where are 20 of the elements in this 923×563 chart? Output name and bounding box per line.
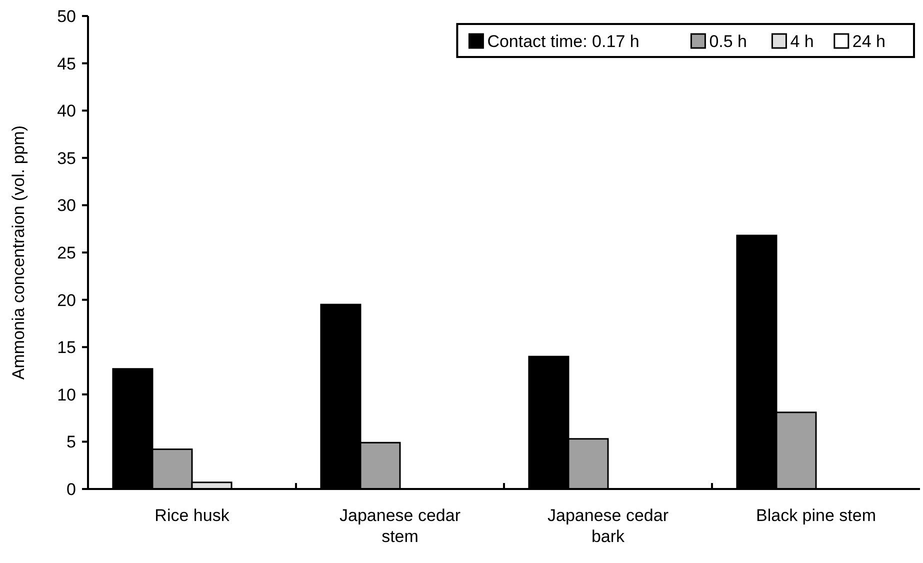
legend-label: 0.5 h: [709, 32, 748, 51]
y-axis-title: Ammonia concentraion (vol. ppm): [9, 125, 28, 380]
y-tick-label: 30: [57, 196, 76, 216]
legend-label: Contact time: 0.17 h: [487, 32, 640, 51]
x-tick-label: Japanese cedar bark: [548, 506, 669, 546]
x-tick-label: Japanese cedar stem: [340, 506, 461, 546]
x-tick-label: Rice husk: [154, 506, 230, 525]
y-tick-label: 45: [57, 54, 76, 74]
y-tick-label: 10: [57, 385, 76, 404]
y-tick-label: 0: [66, 480, 76, 499]
legend-label: 24 h: [852, 32, 886, 51]
y-tick-label: 15: [57, 338, 76, 358]
legend-label: 4 h: [790, 32, 814, 51]
y-tick-label: 40: [57, 102, 76, 121]
x-tick-label: Black pine stem: [756, 506, 876, 525]
y-tick-label: 5: [66, 432, 76, 452]
y-tick-label: 35: [57, 148, 76, 168]
y-tick-label: 50: [57, 6, 76, 26]
y-tick-label: 20: [57, 290, 76, 310]
y-tick-label: 25: [57, 243, 76, 262]
